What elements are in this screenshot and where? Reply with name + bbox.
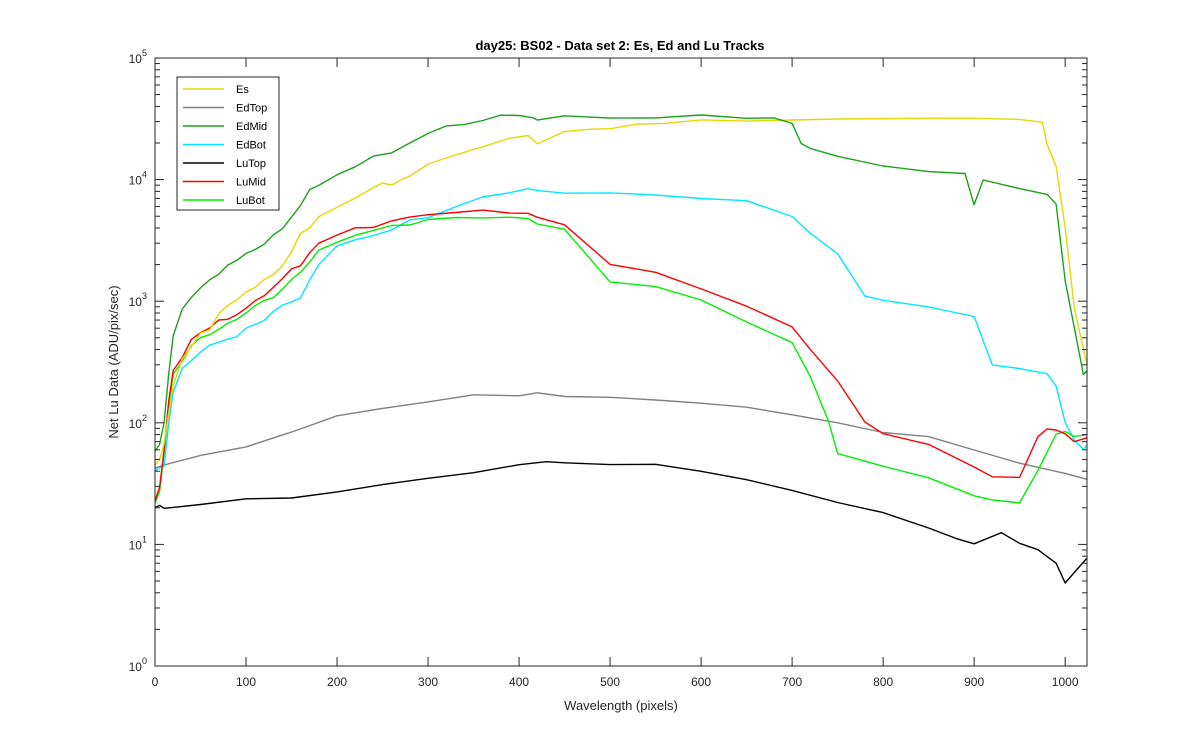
series-line-edbot [154, 187, 1088, 472]
x-tick-label: 1000 [1052, 675, 1079, 689]
legend-label-edtop: EdTop [236, 103, 267, 115]
series-layer [154, 114, 1088, 584]
x-tick-label: 600 [691, 675, 711, 689]
x-tick-label: 800 [873, 675, 893, 689]
legend-items: Es EdTop EdMid EdBot LuTop LuMid LuBot [183, 84, 267, 207]
series-line-lubot [154, 216, 1088, 504]
y-tick-label: 104 [129, 170, 147, 188]
chart-title: day25: BS02 - Data set 2: Es, Ed and Lu … [475, 38, 764, 53]
y-tick-label: 102 [129, 413, 147, 431]
x-axis-label: Wavelength (pixels) [564, 698, 678, 713]
legend-label-es: Es [236, 84, 249, 96]
series-line-lumid [154, 209, 1088, 502]
x-tick-label: 300 [418, 675, 438, 689]
legend-label-edmid: EdMid [236, 121, 267, 133]
plot-area: 0 100 200 300 400 500 600 700 800 900 1000 1001011… [129, 48, 1088, 689]
series-line-lutop [154, 461, 1088, 584]
series-line-es [154, 117, 1088, 466]
series-line-edmid [154, 114, 1088, 452]
legend-label-lubot: LuBot [236, 195, 265, 207]
plot-background [155, 58, 1087, 666]
y-tick-label: 103 [129, 291, 147, 309]
y-axis-label: Net Lu Data (ADU/pix/sec) [106, 285, 121, 438]
plot-frame [154, 57, 1088, 667]
y-tick-label: 105 [129, 48, 147, 66]
x-tick-label: 700 [782, 675, 802, 689]
x-tick-label: 500 [600, 675, 620, 689]
y-axis-ticks: 100 101 102 103 104 105 [129, 48, 1087, 674]
legend-label-edbot: EdBot [236, 140, 266, 152]
legend: Es EdTop EdMid EdBot LuTop LuMid LuBot [176, 76, 280, 211]
x-tick-label: 900 [964, 675, 984, 689]
legend-box [176, 76, 280, 211]
legend-label-lumid: LuMid [236, 177, 266, 189]
legend-label-lutop: LuTop [236, 158, 266, 170]
y-tick-label: 101 [129, 534, 147, 552]
x-tick-label: 400 [509, 675, 529, 689]
x-tick-label: 100 [236, 675, 256, 689]
x-tick-label: 0 [152, 675, 159, 689]
series-line-edtop [154, 392, 1088, 480]
x-tick-label: 200 [327, 675, 347, 689]
y-tick-label: 100 [129, 656, 147, 674]
x-axis-ticks: 0 100 200 300 400 500 600 700 800 900 1000 [152, 58, 1079, 689]
